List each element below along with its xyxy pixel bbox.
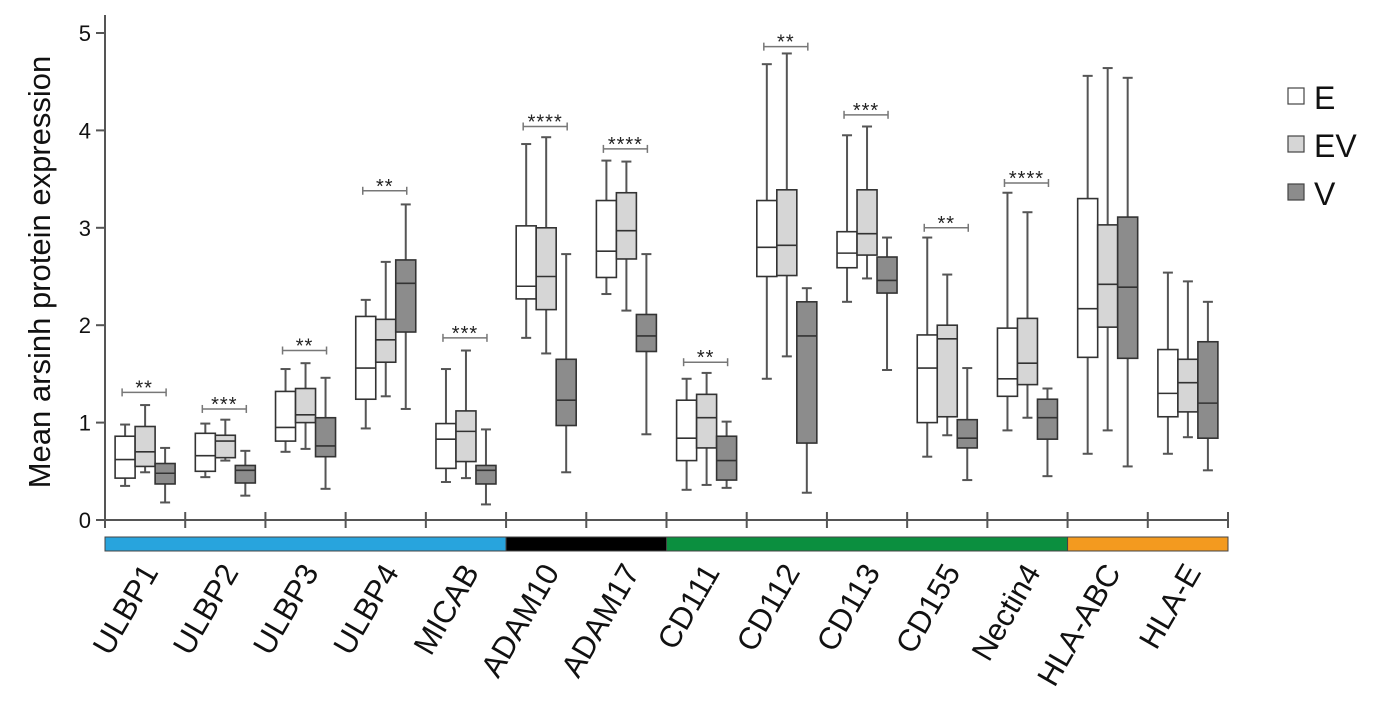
- box-e: [354, 315, 377, 401]
- significance-stars: ****: [608, 134, 643, 156]
- x-tick-label: ULBP2: [166, 558, 245, 661]
- significance-stars: ****: [528, 112, 563, 134]
- x-tick-label: ULBP4: [326, 558, 405, 661]
- significance-stars: **: [937, 213, 955, 235]
- group-bar-group-1: [104, 536, 507, 552]
- legend-label: EV: [1314, 128, 1357, 164]
- significance-stars: ****: [1009, 168, 1044, 190]
- box-ev: [1096, 224, 1119, 328]
- box-ev: [134, 425, 156, 468]
- box-v: [715, 435, 738, 481]
- x-tick-label: ULBP1: [86, 558, 165, 661]
- group-bar-group-3: [666, 536, 1069, 552]
- box-e: [515, 225, 537, 300]
- box-e: [114, 435, 136, 479]
- box-e: [1157, 348, 1179, 418]
- box-v: [876, 256, 898, 294]
- box-v: [475, 464, 497, 485]
- legend-label: V: [1314, 176, 1336, 212]
- x-tick-label: HLA-E: [1132, 558, 1208, 655]
- y-tick-label: 2: [79, 313, 91, 338]
- significance-markers: *********************************: [121, 32, 1050, 416]
- x-tick-label: ULBP3: [246, 558, 325, 661]
- y-tick-label: 3: [79, 216, 91, 241]
- group-bar-group-2: [505, 536, 668, 552]
- y-axis-label: Mean arsinh protein expression: [22, 56, 57, 489]
- box-v: [555, 358, 577, 427]
- box-v: [314, 416, 337, 458]
- axes: 0 1 2 3 4 5: [79, 15, 1229, 533]
- x-tick-label: CD111: [650, 558, 726, 655]
- box-e: [595, 199, 618, 279]
- legend-swatch-e: [1287, 87, 1305, 105]
- significance-stars: **: [697, 347, 715, 369]
- box-ev: [374, 318, 397, 364]
- x-tick-label: MICAB: [407, 558, 486, 661]
- y-tick-label: 5: [79, 21, 91, 46]
- box-v: [1036, 398, 1059, 440]
- box-ev: [856, 189, 878, 256]
- box-v: [394, 259, 417, 333]
- box-v: [796, 301, 818, 444]
- x-tick-label: ADAM10: [474, 558, 566, 683]
- legend-swatch-v: [1287, 183, 1305, 201]
- box-e: [435, 422, 457, 470]
- y-tick-label: 1: [79, 411, 91, 436]
- box-e: [274, 390, 297, 442]
- box-e: [996, 327, 1019, 398]
- y-tick-label: 0: [79, 508, 91, 533]
- y-tick-label: 4: [79, 118, 91, 143]
- group-bar-group-4: [1067, 536, 1229, 552]
- significance-stars: **: [777, 32, 795, 54]
- significance-stars: **: [296, 336, 314, 358]
- box-ev: [1177, 358, 1199, 413]
- box-e: [675, 399, 698, 462]
- box-v: [234, 464, 257, 484]
- box-e: [836, 230, 858, 269]
- significance-stars: ***: [452, 323, 478, 345]
- box-ev: [294, 387, 317, 424]
- box-v: [635, 313, 658, 353]
- group-color-bar: [104, 536, 1229, 552]
- x-tick-label: CD113: [810, 558, 887, 657]
- box-ev: [455, 410, 477, 463]
- box-e: [756, 199, 778, 278]
- box-ev: [776, 189, 798, 277]
- box-v: [1197, 340, 1219, 439]
- box-ev: [214, 434, 237, 459]
- boxes: [114, 52, 1219, 506]
- x-tick-label: ADAM17: [554, 558, 646, 683]
- box-e: [916, 334, 939, 424]
- legend-label: E: [1314, 80, 1335, 116]
- legend-swatch-ev: [1287, 135, 1305, 153]
- box-ev: [1016, 317, 1039, 386]
- x-tick-label: CD155: [889, 558, 968, 659]
- box-ev: [936, 324, 959, 418]
- box-ev: [695, 393, 718, 449]
- significance-stars: ***: [853, 100, 879, 122]
- significance-stars: **: [376, 176, 394, 198]
- box-ev: [535, 227, 557, 311]
- significance-stars: **: [135, 377, 153, 399]
- x-tick-label: CD112: [729, 558, 806, 657]
- significance-stars: ***: [211, 394, 237, 416]
- legend: E EV V: [1287, 80, 1357, 212]
- box-ev: [615, 191, 638, 260]
- box-e: [1076, 197, 1099, 359]
- box-v: [956, 418, 979, 449]
- x-tick-label: Nectin4: [965, 558, 1048, 667]
- box-e: [194, 432, 217, 473]
